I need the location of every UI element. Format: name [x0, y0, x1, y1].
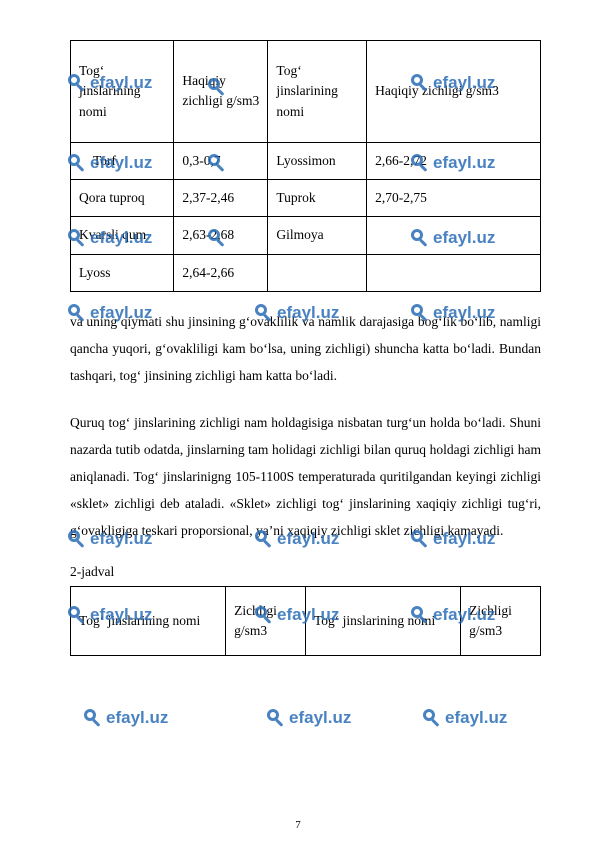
cell	[367, 254, 541, 291]
table-row: Togʻ jinslarining nomi Zichligi g/sm3 To…	[71, 586, 541, 656]
cell: 2,64-2,66	[174, 254, 268, 291]
cell: Haqiqiy zichligi g/sm3	[367, 41, 541, 143]
page-number: 7	[0, 819, 596, 831]
section-label: 2-jadval	[70, 564, 541, 580]
cell: 2,37-2,46	[174, 180, 268, 217]
cell: Togʻ jinslarining nomi	[268, 41, 367, 143]
cell: Qora tuproq	[71, 180, 174, 217]
watermark: efayl.uz	[82, 707, 168, 729]
cell: 2,63-2,68	[174, 217, 268, 254]
table-2: Togʻ jinslarining nomi Zichligi g/sm3 To…	[70, 586, 541, 657]
watermark-text: efayl.uz	[106, 708, 168, 728]
cell	[367, 217, 541, 254]
watermark: efayl.uz	[265, 707, 351, 729]
cell: Zichligi g/sm3	[461, 586, 541, 656]
cell: Lyoss	[71, 254, 174, 291]
cell	[268, 254, 367, 291]
cell: Tuprok	[268, 180, 367, 217]
cell: 2,66-2,72	[367, 142, 541, 179]
cell: 2,70-2,75	[367, 180, 541, 217]
paragraph-2: Quruq togʻ jinslarining zichligi nam hol…	[70, 409, 541, 544]
table-1: Togʻ jinslarining nomi Haqiqiy zichligi …	[70, 40, 541, 292]
cell: Kvarsli qum	[71, 217, 174, 254]
cell: Zichligi g/sm3	[226, 586, 306, 656]
table-row: Torf 0,3-0,7 Lyossimon 2,66-2,72	[71, 142, 541, 179]
watermark-text: efayl.uz	[445, 708, 507, 728]
table-row: Kvarsli qum 2,63-2,68 Gilmoya	[71, 217, 541, 254]
cell: Haqiqiy zichligi g/sm3	[174, 41, 268, 143]
cell: Gilmoya	[268, 217, 367, 254]
cell: Torf	[71, 142, 174, 179]
magnifier-icon	[421, 707, 443, 729]
table-row: Qora tuproq 2,37-2,46 Tuprok 2,70-2,75	[71, 180, 541, 217]
cell: 0,3-0,7	[174, 142, 268, 179]
watermark-text: efayl.uz	[289, 708, 351, 728]
magnifier-icon	[265, 707, 287, 729]
magnifier-icon	[82, 707, 104, 729]
cell: Togʻ jinslarining nomi	[305, 586, 460, 656]
cell: Togʻ jinslarining nomi	[71, 41, 174, 143]
document-page: Togʻ jinslarining nomi Haqiqiy zichligi …	[0, 0, 596, 843]
table-row: Lyoss 2,64-2,66	[71, 254, 541, 291]
watermark: efayl.uz	[421, 707, 507, 729]
table-row: Togʻ jinslarining nomi Haqiqiy zichligi …	[71, 41, 541, 143]
paragraph-1: va uning qiymati shu jinsining gʻovaklil…	[70, 308, 541, 389]
cell: Lyossimon	[268, 142, 367, 179]
cell: Togʻ jinslarining nomi	[71, 586, 226, 656]
